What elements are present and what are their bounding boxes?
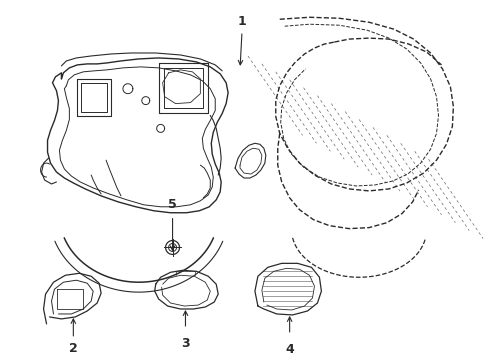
- Text: 1: 1: [238, 15, 246, 28]
- Text: 4: 4: [285, 343, 294, 356]
- Text: 2: 2: [69, 342, 78, 355]
- Text: 5: 5: [168, 198, 177, 211]
- Text: 3: 3: [181, 337, 190, 350]
